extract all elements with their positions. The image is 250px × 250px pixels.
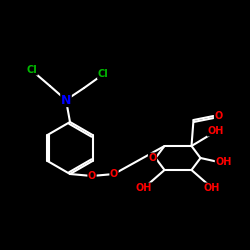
Text: Cl: Cl — [98, 69, 108, 79]
Text: OH: OH — [215, 157, 232, 167]
Text: OH: OH — [207, 126, 224, 136]
Text: OH: OH — [203, 183, 220, 193]
Text: O: O — [110, 169, 118, 179]
Text: Cl: Cl — [26, 65, 38, 75]
Text: N: N — [61, 94, 71, 106]
Text: O: O — [148, 153, 156, 163]
Text: O: O — [214, 111, 223, 121]
Text: O: O — [88, 171, 96, 181]
Text: OH: OH — [135, 183, 152, 193]
